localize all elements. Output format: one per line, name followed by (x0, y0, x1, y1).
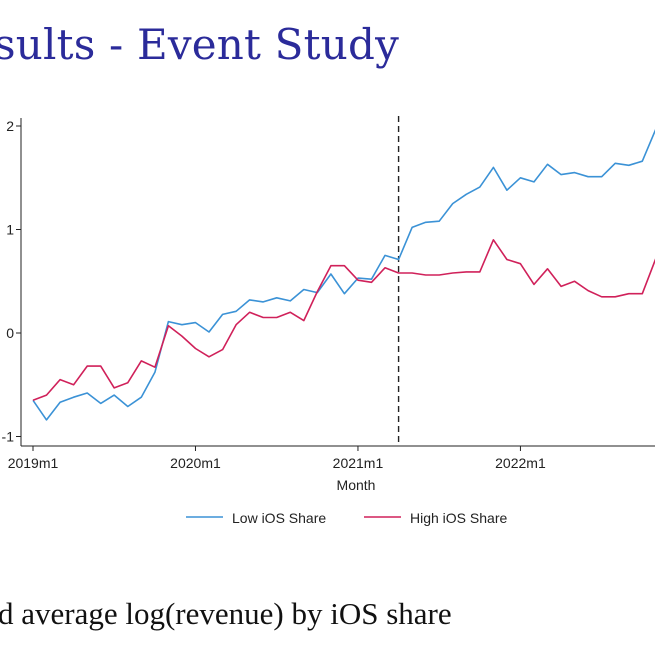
series-line-high-ios-share (32, 239, 655, 402)
chart-legend: Low iOS Share High iOS Share (186, 510, 507, 526)
legend-label: High iOS Share (410, 510, 507, 526)
y-tick-label: 1 (6, 222, 14, 238)
slide-caption: d average log(revenue) by iOS share (0, 596, 452, 631)
y-tick-label: 0 (6, 325, 14, 341)
x-tick-label: 2019m1 (8, 455, 59, 471)
y-tick-label: -1 (2, 429, 15, 445)
x-tick-label: 2022m1 (495, 455, 546, 471)
chart-axes: -10122019m12020m12021m12022m12Month (2, 118, 655, 493)
x-tick-label: 2021m1 (333, 455, 384, 471)
x-tick-label: 2020m1 (170, 455, 221, 471)
legend-label: Low iOS Share (232, 510, 326, 526)
x-axis-title: Month (337, 477, 376, 493)
y-tick-label: 2 (6, 118, 14, 134)
slide-title: sults - Event Study (0, 20, 399, 69)
chart-series (32, 128, 655, 421)
series-line-low-ios-share (32, 128, 655, 421)
